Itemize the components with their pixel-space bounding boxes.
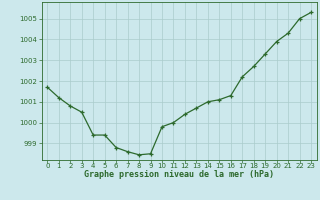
X-axis label: Graphe pression niveau de la mer (hPa): Graphe pression niveau de la mer (hPa) [84, 170, 274, 179]
